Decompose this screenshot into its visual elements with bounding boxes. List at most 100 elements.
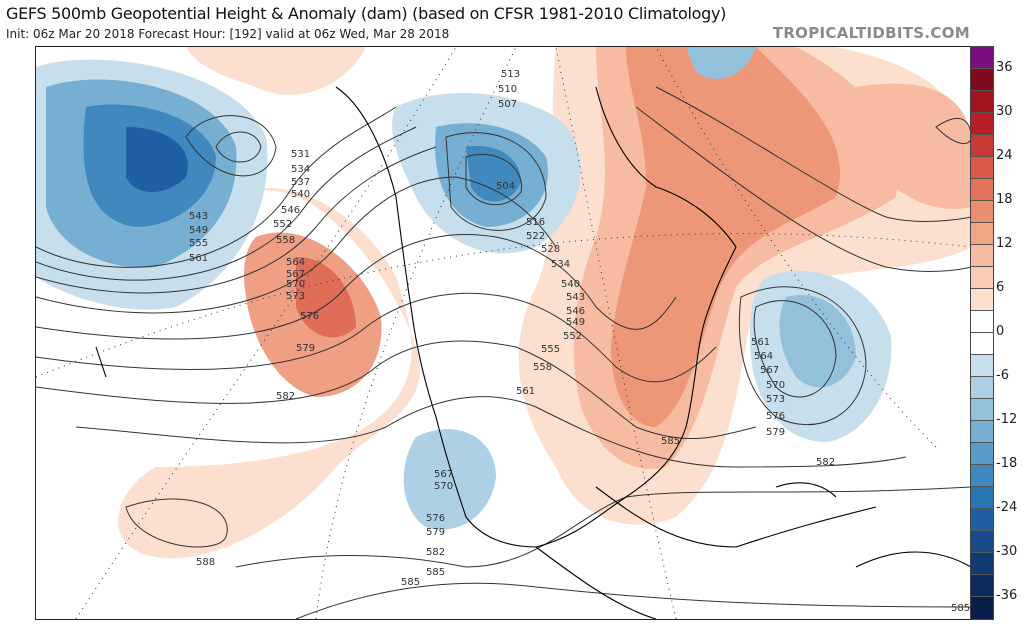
contour-label: 582: [276, 391, 295, 402]
colorbar-bin: [971, 113, 993, 135]
colorbar-tick: 0: [996, 324, 1005, 339]
contour-label: 561: [516, 386, 535, 397]
colorbar-tick: 12: [996, 236, 1013, 251]
colorbar-bin: [971, 311, 993, 333]
contour-label: 534: [291, 164, 310, 175]
contour-label: 585: [426, 567, 445, 578]
colorbar-bin: [971, 157, 993, 179]
contour-label: 537: [291, 177, 310, 188]
contour-label: 546: [281, 205, 300, 216]
contour-label: 564: [754, 351, 773, 362]
colorbar-tick: -18: [996, 456, 1018, 471]
colorbar-bin: [971, 421, 993, 443]
colorbar-bin: [971, 267, 993, 289]
contour-label: 540: [291, 189, 310, 200]
contour-label: 549: [566, 317, 585, 328]
colorbar-bin: [971, 575, 993, 597]
contour-label: 549: [189, 225, 208, 236]
contour-label: 513: [501, 69, 520, 80]
contour-labels: 5135105075045165225285345405435465495525…: [189, 69, 970, 614]
negative-anomaly-shading: [36, 47, 892, 530]
contour-label: 585: [401, 577, 420, 588]
colorbar: [970, 46, 994, 620]
colorbar-bin: [971, 289, 993, 311]
colorbar-tick: 6: [996, 280, 1005, 295]
contour-label: 567: [434, 469, 453, 480]
colorbar-tick: 18: [996, 192, 1013, 207]
contour-label: 570: [434, 481, 453, 492]
contour-label: 585: [661, 436, 680, 447]
colorbar-bin: [971, 69, 993, 91]
contour-label: 543: [566, 292, 585, 303]
coastlines: [95, 86, 971, 619]
colorbar-bin: [971, 355, 993, 377]
contour-label: 558: [533, 362, 552, 373]
colorbar-tick: 36: [996, 60, 1013, 75]
contour-label: 576: [766, 411, 785, 422]
contour-label: 561: [751, 337, 770, 348]
colorbar-bin: [971, 553, 993, 575]
map-subtitle: Init: 06z Mar 20 2018 Forecast Hour: [19…: [6, 27, 450, 41]
contour-label: 561: [189, 253, 208, 264]
colorbar-bin: [971, 135, 993, 157]
contour-label: 579: [426, 527, 445, 538]
contour-label: 516: [526, 217, 545, 228]
graticule: [36, 47, 971, 619]
colorbar-tick: 30: [996, 104, 1013, 119]
colorbar-tick: -24: [996, 500, 1018, 515]
contour-label: 573: [286, 291, 305, 302]
contour-label: 555: [189, 238, 208, 249]
contour-label: 582: [426, 547, 445, 558]
contour-label: 528: [541, 244, 560, 255]
contour-label: 540: [561, 279, 580, 290]
contour-label: 570: [766, 380, 785, 391]
colorbar-bin: [971, 179, 993, 201]
contour-label: 552: [563, 331, 582, 342]
colorbar-bin: [971, 531, 993, 553]
map-title: GEFS 500mb Geopotential Height & Anomaly…: [6, 4, 727, 23]
colorbar-tick: -30: [996, 544, 1018, 559]
colorbar-bin: [971, 487, 993, 509]
brand-watermark: TROPICALTIDBITS.COM: [772, 24, 970, 42]
colorbar-bin: [971, 201, 993, 223]
contour-label: 576: [426, 513, 445, 524]
colorbar-bin: [971, 509, 993, 531]
colorbar-tick: 24: [996, 148, 1013, 163]
contour-label: 558: [276, 235, 295, 246]
contour-label: 588: [196, 557, 215, 568]
colorbar-bin: [971, 377, 993, 399]
contour-label: 507: [498, 99, 517, 110]
contour-label: 531: [291, 149, 310, 160]
colorbar-bin: [971, 597, 993, 619]
contour-label: 573: [766, 394, 785, 405]
contour-label: 576: [300, 311, 319, 322]
colorbar-bin: [971, 333, 993, 355]
contour-label: 582: [816, 457, 835, 468]
contour-label: 510: [498, 84, 517, 95]
contour-label: 570: [286, 279, 305, 290]
contour-label: 522: [526, 231, 545, 242]
contour-label: 567: [286, 269, 305, 280]
contour-label: 546: [566, 306, 585, 317]
colorbar-bin: [971, 443, 993, 465]
contour-label: 579: [766, 427, 785, 438]
colorbar-bin: [971, 399, 993, 421]
contour-label: 534: [551, 259, 570, 270]
colorbar-tick: -12: [996, 412, 1018, 427]
colorbar-bin: [971, 91, 993, 113]
contour-label: 552: [273, 219, 292, 230]
height-contours: [36, 86, 971, 619]
contour-label: 567: [760, 365, 779, 376]
colorbar-bin: [971, 223, 993, 245]
contour-label: 555: [541, 344, 560, 355]
colorbar-tick: -6: [996, 368, 1009, 383]
colorbar-bin: [971, 245, 993, 267]
colorbar-bin: [971, 465, 993, 487]
anomaly-map: 513 510 507 504 516 522 528 534 540 543 546 549 552 5…: [35, 46, 972, 620]
colorbar-tick: -36: [996, 588, 1018, 603]
colorbar-bin: [971, 47, 993, 69]
contour-label: 585: [951, 603, 970, 614]
contour-label: 579: [296, 343, 315, 354]
contour-label: 504: [496, 181, 515, 192]
positive-anomaly-shading: [118, 47, 971, 559]
